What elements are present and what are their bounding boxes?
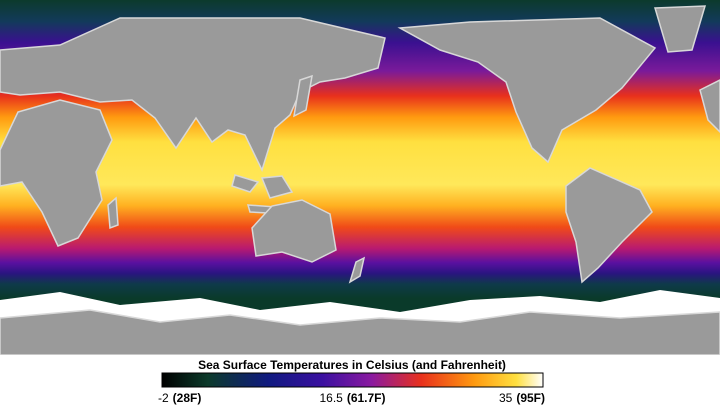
tick-celsius: -2 [158,391,169,405]
tick-fahrenheit: (61.7F) [347,391,386,405]
tick-label: -2 (28F) [158,391,201,405]
tick-fahrenheit: (95F) [516,391,545,405]
map [0,0,720,356]
tick-celsius: 16.5 [319,391,343,405]
antarctica [0,309,720,356]
north-america [397,17,657,164]
tick-label: 16.5 (61.7F) [319,391,385,405]
tick-fahrenheit: (28F) [173,391,202,405]
south-america [565,167,653,284]
new-zealand [348,256,366,284]
madagascar [107,196,119,230]
eurasia [0,17,386,173]
tick-label: 35 (95F) [499,391,545,405]
japan [293,74,313,118]
tick-celsius: 35 [499,391,513,405]
legend-title: Sea Surface Temperatures in Celsius (and… [198,358,506,372]
greenland [654,5,707,53]
africa [0,99,113,247]
color-scale [161,372,544,388]
legend-ticks: -2 (28F) 16.5 (61.7F) 35 (95F) [158,391,545,405]
australia [251,199,337,263]
europe-edge [699,79,720,134]
